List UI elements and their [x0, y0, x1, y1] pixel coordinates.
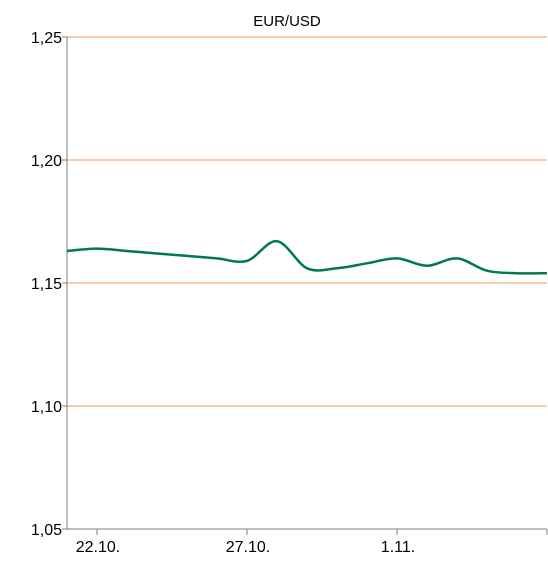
- series-line-eur-usd: [66, 239, 548, 275]
- axes: [62, 36, 548, 535]
- chart-title: EUR/USD: [253, 13, 321, 30]
- y-tick-label: 1,10: [31, 399, 62, 416]
- y-tick-label: 1,05: [31, 522, 62, 539]
- x-tick-label: 27.10.: [226, 539, 270, 556]
- y-tick-label: 1,25: [31, 30, 62, 47]
- x-tick-label: 1.11.: [381, 539, 415, 556]
- x-tick-label: 22.10.: [76, 539, 120, 556]
- x-tick-labels: 22.10. 27.10. 1.11.: [76, 539, 415, 556]
- gridlines: [67, 36, 547, 407]
- y-tick-label: 1,20: [31, 153, 62, 170]
- y-tick-label: 1,15: [31, 276, 62, 293]
- y-tick-labels: 1,05 1,10 1,15 1,20 1,25: [31, 30, 62, 539]
